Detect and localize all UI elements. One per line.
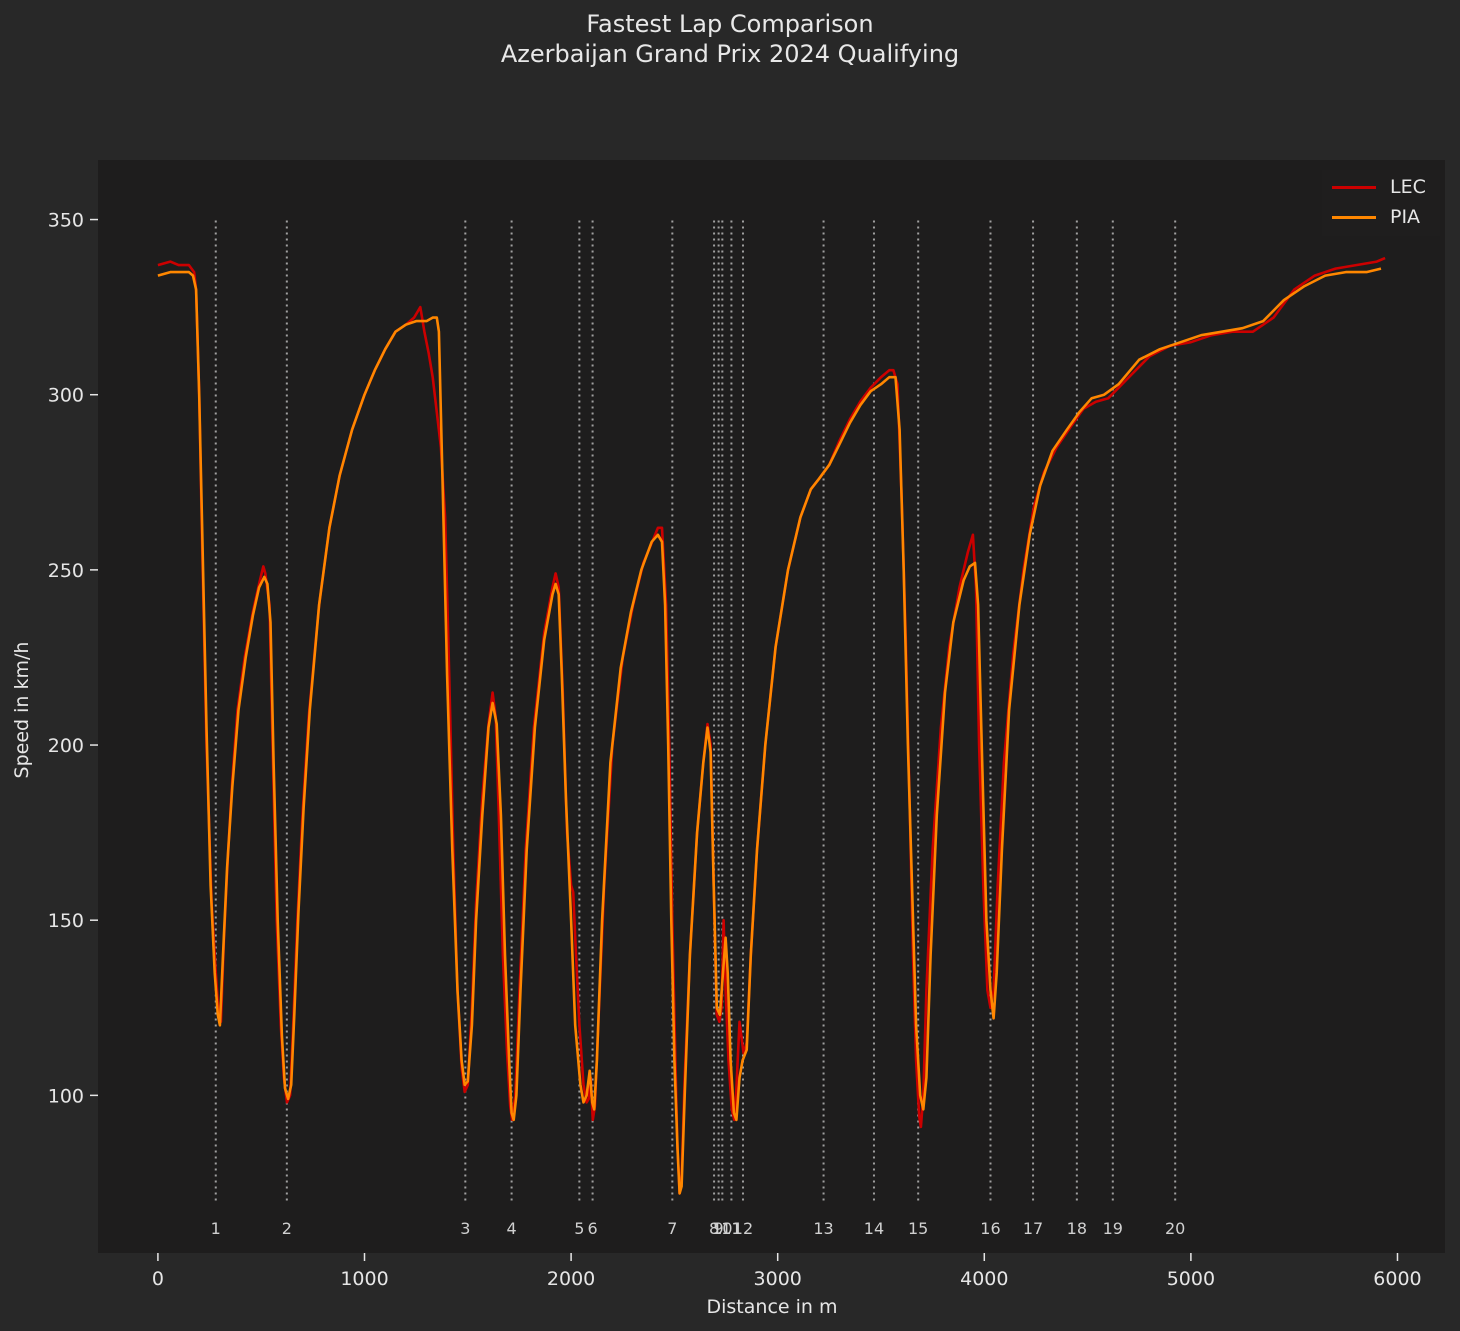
- legend-label-pia: PIA: [1390, 206, 1421, 228]
- corner-label-10: 10: [712, 1219, 732, 1238]
- corner-label-8: 8: [709, 1219, 719, 1238]
- legend-item-lec: LEC: [1332, 174, 1426, 200]
- x-tick-label-0: 0: [152, 1268, 164, 1290]
- corner-label-20: 20: [1165, 1219, 1185, 1238]
- corner-label-6: 6: [587, 1219, 597, 1238]
- legend-swatch-pia: [1332, 215, 1376, 219]
- corner-label-11: 11: [721, 1219, 741, 1238]
- legend-label-lec: LEC: [1390, 176, 1426, 198]
- y-axis: 100 150 200 250 300 350: [48, 210, 98, 1107]
- series-line-pia: [157, 267, 1382, 1195]
- x-tick-label-5000: 5000: [1167, 1268, 1215, 1290]
- corner-label-1: 1: [211, 1219, 221, 1238]
- chart-subtitle: Azerbaijan Grand Prix 2024 Qualifying: [500, 40, 960, 68]
- corner-label-19: 19: [1103, 1219, 1123, 1238]
- corner-lines: [214, 219, 1177, 1201]
- x-tick-label-6000: 6000: [1373, 1268, 1421, 1290]
- corner-label-3: 3: [460, 1219, 470, 1238]
- y-tick-label-200: 200: [48, 735, 84, 757]
- y-tick-label-250: 250: [48, 560, 84, 582]
- chart-title: Fastest Lap Comparison: [586, 10, 874, 38]
- corner-label-7: 7: [667, 1219, 677, 1238]
- x-tick-label-1000: 1000: [340, 1268, 388, 1290]
- corner-label-2: 2: [282, 1219, 292, 1238]
- corner-label-14: 14: [864, 1219, 884, 1238]
- y-tick-label-150: 150: [48, 910, 84, 932]
- x-axis-label: Distance in m: [706, 1296, 838, 1318]
- y-tick-label-350: 350: [48, 210, 84, 232]
- corner-label-16: 16: [980, 1219, 1000, 1238]
- corner-label-4: 4: [507, 1219, 517, 1238]
- legend: LEC PIA: [1322, 170, 1440, 236]
- corner-label-5: 5: [574, 1219, 584, 1238]
- corner-label-13: 13: [813, 1219, 833, 1238]
- legend-swatch-lec: [1332, 185, 1376, 189]
- y-axis-label: Speed in km/h: [11, 641, 33, 779]
- corner-label-9: 9: [714, 1219, 724, 1238]
- x-tick-label-2000: 2000: [547, 1268, 595, 1290]
- x-tick-label-4000: 4000: [960, 1268, 1008, 1290]
- corner-label-15: 15: [908, 1219, 928, 1238]
- corner-label-18: 18: [1067, 1219, 1087, 1238]
- corner-label-17: 17: [1023, 1219, 1043, 1238]
- series-lines: [157, 256, 1386, 1195]
- x-tick-label-3000: 3000: [754, 1268, 802, 1290]
- y-tick-label-300: 300: [48, 385, 84, 407]
- x-axis: 0 1000 2000 3000 4000 5000 6000: [152, 1253, 1422, 1290]
- y-tick-label-100: 100: [48, 1085, 84, 1107]
- plot-area: [98, 160, 1445, 1253]
- corner-label-12: 12: [733, 1219, 753, 1238]
- legend-item-pia: PIA: [1332, 204, 1420, 230]
